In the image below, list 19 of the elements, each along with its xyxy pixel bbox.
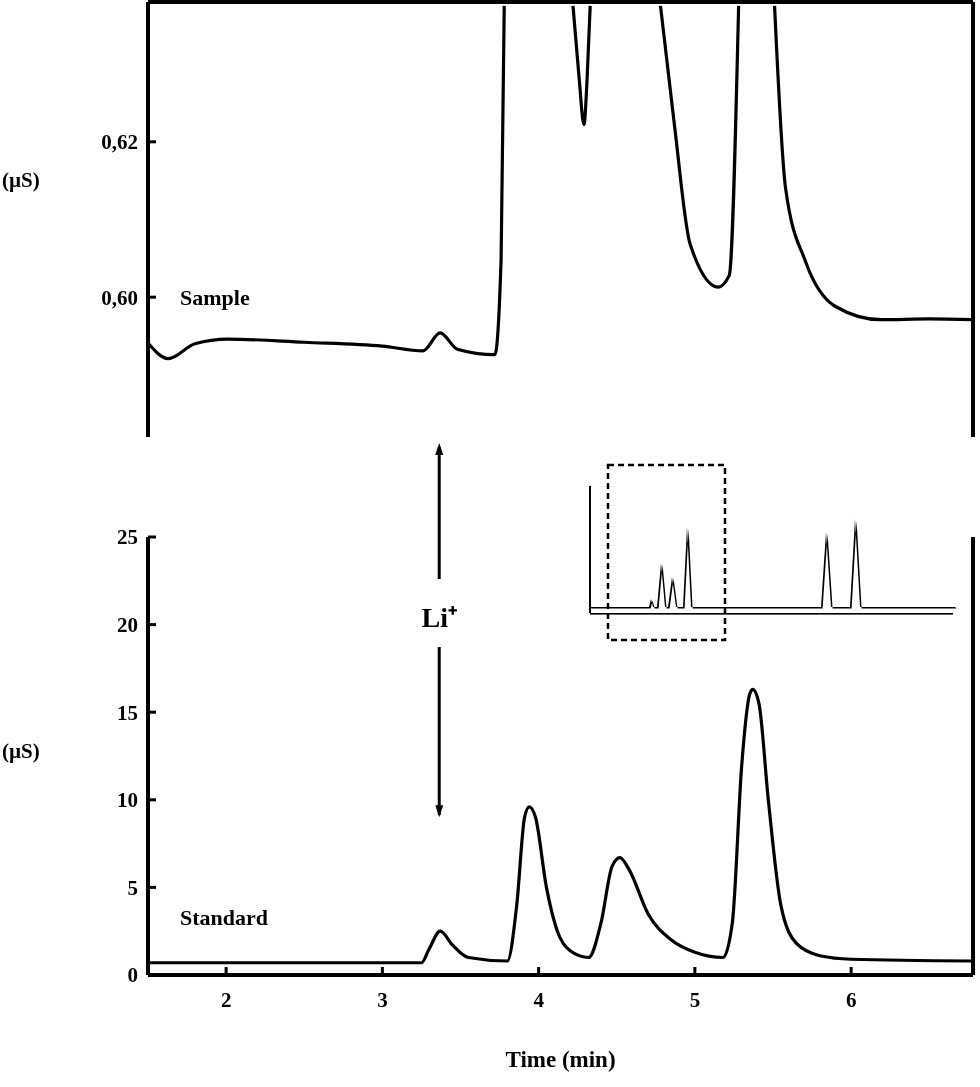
y-tick-label: 15 [117, 700, 138, 725]
y-axis-title: (µS) [2, 167, 40, 192]
y-tick-label: 5 [127, 875, 138, 900]
y-axis-title: (µS) [2, 739, 40, 764]
y-tick-label: 0,62 [101, 130, 138, 155]
x-tick-label: 5 [689, 988, 701, 1012]
x-axis-title: Time (min) [505, 1047, 616, 1072]
y-tick-label: 0 [127, 963, 138, 988]
y-tick-label: 0,60 [101, 285, 138, 310]
y-tick-label: 20 [117, 612, 138, 637]
x-tick-label: 6 [845, 988, 857, 1012]
x-tick-label: 4 [533, 988, 545, 1012]
series-label: Sample [180, 285, 250, 311]
series-label: Standard [180, 904, 269, 930]
y-tick-label: 25 [117, 525, 138, 550]
x-tick-label: 3 [377, 988, 388, 1012]
x-tick-label: 2 [220, 988, 232, 1012]
y-tick-label: 10 [117, 788, 138, 813]
annotation: Li⁺ [421, 601, 457, 633]
